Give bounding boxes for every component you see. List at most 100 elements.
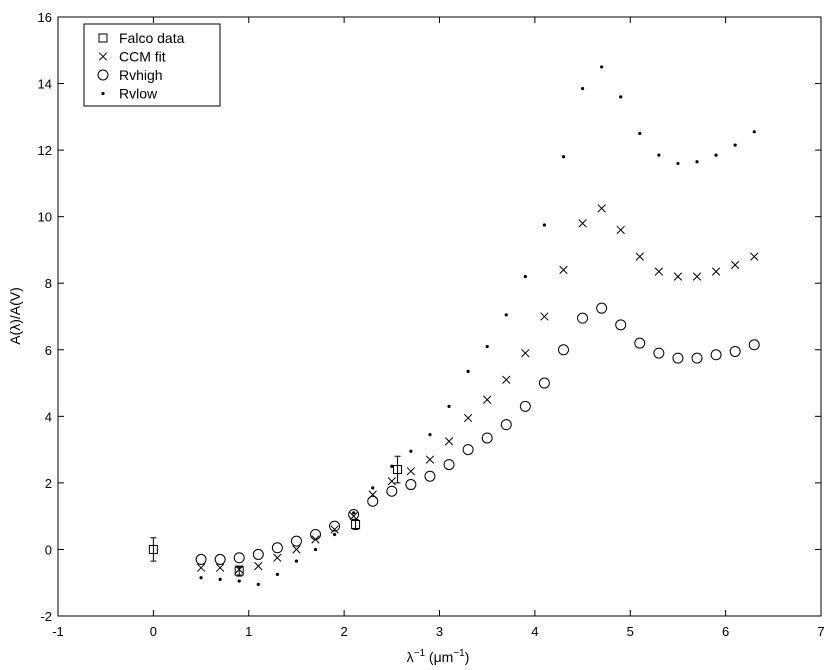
data-point-rvhigh (577, 312, 589, 324)
data-point-ccm-fit (330, 525, 339, 534)
data-point-rvhigh (271, 542, 283, 554)
data-point-rvlow (752, 130, 756, 134)
data-point-rvhigh (596, 302, 608, 314)
y-tick-label: 0 (45, 542, 52, 557)
data-point-rvlow (657, 153, 661, 157)
x-tick-label: 4 (531, 624, 538, 639)
series-rvhigh (195, 302, 760, 565)
x-tick-label: 6 (722, 624, 729, 639)
x-tick-label: 1 (245, 624, 252, 639)
data-point-ccm-fit (292, 545, 301, 554)
data-point-ccm-fit (273, 553, 282, 562)
error-bar (394, 455, 401, 484)
data-point-ccm-fit (463, 413, 473, 423)
data-point-ccm-fit (502, 375, 511, 384)
data-point-rvlow (561, 155, 566, 159)
data-point-rvhigh (214, 553, 226, 565)
data-point-ccm-fit (559, 265, 568, 275)
data-point-rvlow (237, 579, 241, 583)
data-point-ccm-fit (578, 219, 587, 228)
data-point-rvhigh (519, 400, 531, 412)
data-point-rvlow (733, 143, 737, 147)
data-point-ccm-fit (254, 561, 263, 571)
y-axis-label: A(λ)/A(V) (7, 287, 23, 345)
data-point-ccm-fit (597, 204, 606, 213)
data-point-rvhigh (615, 319, 627, 331)
data-point-ccm-fit (692, 272, 702, 281)
data-point-rvlow (218, 577, 222, 581)
y-tick-label: 16 (38, 10, 52, 25)
data-point-rvlow (371, 486, 375, 490)
data-point-rvlow (542, 223, 547, 227)
error-bar (236, 565, 243, 577)
data-point-ccm-fit (483, 395, 492, 404)
legend-marker-rvlow (101, 91, 105, 96)
data-point-ccm-fit (750, 252, 759, 261)
data-point-rvlow (504, 313, 508, 317)
data-point-rvhigh (462, 444, 474, 456)
data-point-ccm-fit (425, 455, 435, 464)
data-point-rvhigh (367, 495, 379, 507)
data-point-ccm-fit (673, 272, 683, 281)
data-point-rvlow (466, 369, 470, 374)
data-point-ccm-fit (196, 563, 206, 572)
data-point-rvlow (428, 433, 432, 437)
legend-label-ccm-fit: CCM fit (119, 49, 166, 65)
data-point-rvhigh (748, 339, 760, 351)
data-point-rvhigh (538, 377, 550, 389)
data-point-rvlow (638, 131, 642, 136)
data-point-ccm-fit (654, 267, 664, 276)
data-point-rvhigh (348, 509, 360, 521)
legend: Falco data CCM fit Rvhigh Rvlow (83, 23, 221, 107)
series-ccm-fit (196, 204, 759, 574)
data-point-falco-data (351, 519, 361, 529)
data-point-ccm-fit (387, 477, 396, 486)
y-tick-label: -2 (40, 609, 52, 624)
data-point-rvhigh (386, 485, 398, 497)
data-point-ccm-fit (616, 225, 625, 235)
data-point-ccm-fit (540, 312, 549, 321)
data-point-rvlow (523, 274, 527, 279)
data-point-rvhigh (481, 432, 493, 444)
series-falco-data (148, 455, 403, 577)
data-point-ccm-fit (215, 563, 225, 572)
plot-frame (57, 16, 822, 617)
data-point-ccm-fit (406, 467, 416, 476)
data-point-rvhigh (233, 552, 245, 564)
data-point-ccm-fit (521, 348, 530, 358)
y-tick-label: 12 (38, 143, 52, 158)
x-axis-label-unit-mu: μm (434, 649, 454, 665)
data-point-rvlow (695, 160, 699, 164)
y-tick-label: 10 (38, 210, 52, 225)
data-point-rvlow (676, 161, 680, 166)
x-tick-label: 3 (436, 624, 443, 639)
y-tick-label: 2 (45, 476, 52, 491)
data-point-rvlow (600, 65, 604, 69)
data-point-rvhigh (310, 528, 322, 540)
data-point-rvhigh (672, 352, 684, 364)
data-point-rvlow (199, 576, 203, 580)
data-point-rvlow (447, 404, 451, 408)
y-tick-label: 4 (45, 409, 52, 424)
data-point-rvhigh (443, 459, 455, 471)
x-axis-label-unit-sup: −1 (453, 648, 465, 659)
data-point-rvlow (352, 511, 356, 515)
x-tick-label: -1 (52, 624, 64, 639)
data-point-rvhigh (405, 479, 417, 491)
x-tick-label: 7 (817, 624, 824, 639)
data-point-ccm-fit (731, 260, 740, 270)
data-point-rvhigh (691, 352, 703, 364)
x-axis-label-unit-open: ( (425, 649, 434, 665)
data-point-rvhigh (710, 349, 722, 361)
axis-ticks (57, 16, 822, 617)
legend-marker-falco-data (98, 33, 108, 43)
data-point-rvhigh (653, 347, 665, 359)
x-tick-label: 2 (341, 624, 348, 639)
data-point-rvlow (390, 464, 394, 468)
y-tick-label: 14 (38, 77, 52, 92)
data-point-ccm-fit (235, 565, 244, 574)
data-point-ccm-fit (711, 267, 721, 276)
data-point-rvlow (485, 344, 489, 349)
legend-label-rvhigh: Rvhigh (119, 67, 163, 83)
